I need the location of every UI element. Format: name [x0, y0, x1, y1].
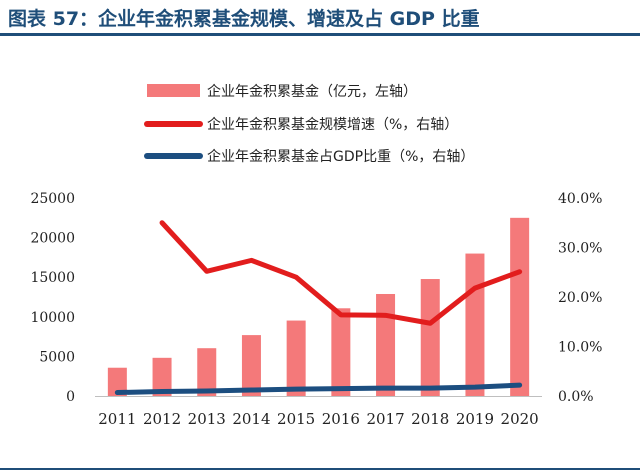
left-axis-tick-label: 10000 [30, 310, 75, 326]
legend: 企业年金积累基金（亿元，左轴） 企业年金积累基金规模增速（%，右轴） 企业年金积累基… [144, 83, 474, 165]
legend-swatch-bar [147, 84, 200, 97]
bar-2014 [241, 335, 261, 396]
growth-rate-point-2014 [250, 259, 252, 261]
legend-label: 企业年金积累基金（亿元，左轴） [207, 83, 417, 100]
growth-rate-point-2020 [519, 271, 521, 273]
right-axis-tick-label: 30.0% [558, 241, 602, 257]
x-axis-tick-label: 2013 [188, 410, 226, 428]
gdp-share-point-2019 [474, 386, 476, 388]
title-divider [0, 33, 640, 36]
bar-2019 [465, 253, 485, 396]
right-axis-tick-label: 10.0% [558, 340, 602, 356]
x-axis-tick-label: 2011 [98, 410, 136, 428]
right-axis-tick-label: 20.0% [558, 290, 602, 306]
x-axis-tick-label: 2016 [322, 410, 360, 428]
left-axis-tick-label: 15000 [30, 270, 75, 286]
gdp-share-point-2011 [116, 392, 118, 394]
gdp-share-point-2016 [340, 388, 342, 390]
growth-rate-point-2018 [429, 322, 431, 324]
legend-label: 企业年金积累基金规模增速（%，右轴） [207, 116, 458, 133]
gdp-share-point-2017 [385, 387, 387, 389]
bar-2016 [331, 308, 351, 396]
x-axis-tick-label: 2018 [411, 410, 449, 428]
gdp-share-line [114, 382, 523, 396]
growth-rate-point-2019 [474, 287, 476, 289]
right-axis: 0.0% 10.0% 20.0% 30.0% 40.0% [558, 191, 602, 405]
left-axis: 0 5000 10000 15000 20000 25000 [30, 191, 75, 405]
x-axis-tick-label: 2014 [232, 410, 270, 428]
bar-series [107, 217, 530, 396]
bar-2011 [107, 367, 127, 396]
bar-2018 [420, 279, 440, 396]
bar-2020 [510, 217, 530, 396]
x-axis-tick-label: 2015 [277, 410, 315, 428]
growth-rate-point-2016 [340, 314, 342, 316]
x-axis-tick-label: 2019 [456, 410, 494, 428]
left-axis-tick-label: 5000 [39, 349, 75, 365]
gdp-share-point-2012 [161, 391, 163, 393]
x-axis-tick-label: 2020 [501, 410, 539, 428]
x-axis-tick-label: 2012 [143, 410, 181, 428]
left-axis-tick-label: 20000 [30, 231, 75, 247]
growth-rate-point-2013 [206, 270, 208, 272]
right-axis-tick-label: 0.0% [558, 389, 594, 405]
x-axis: 2011 2012 2013 2014 2015 2016 2017 2018 2019 2020 [95, 396, 542, 428]
left-axis-tick-label: 0 [66, 389, 75, 405]
bar-2012 [152, 357, 172, 396]
growth-rate-point-2015 [295, 276, 297, 278]
gdp-share-point-2014 [250, 389, 252, 391]
bar-2015 [286, 320, 306, 396]
bar-2017 [376, 293, 396, 396]
right-axis-tick-label: 40.0% [558, 191, 602, 207]
legend-label: 企业年金积累基金占GDP比重（%，右轴） [207, 148, 474, 165]
chart-title: 图表 57：企业年金积累基金规模、增速及占 GDP 比重 [8, 8, 480, 30]
bottom-divider [0, 468, 640, 470]
bar-2013 [197, 348, 217, 396]
x-axis-tick-label: 2017 [366, 410, 404, 428]
gdp-share-point-2015 [295, 388, 297, 390]
growth-rate-point-2017 [385, 314, 387, 316]
line-series [114, 220, 523, 396]
left-axis-tick-label: 25000 [30, 191, 75, 207]
gdp-share-point-2020 [519, 384, 521, 386]
gdp-share-point-2018 [429, 387, 431, 389]
gdp-share-point-2013 [206, 390, 208, 392]
growth-rate-point-2012 [161, 222, 163, 224]
